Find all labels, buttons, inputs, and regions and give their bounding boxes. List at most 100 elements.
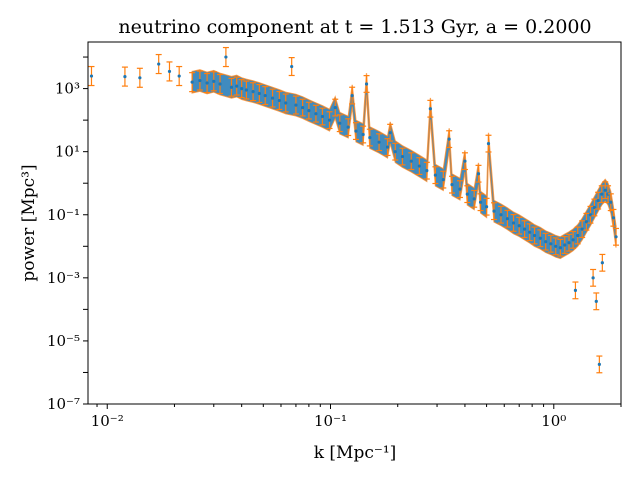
data-point [532, 233, 537, 238]
data-point [157, 62, 161, 66]
data-point [277, 98, 281, 103]
data-point [600, 261, 604, 265]
data-point [205, 81, 209, 85]
data-point [611, 216, 616, 220]
data-point [576, 233, 580, 238]
data-point [505, 217, 510, 221]
y-tick-label: 10¹ [55, 143, 80, 161]
data-point [603, 188, 607, 192]
data-point [257, 91, 261, 96]
data-point [409, 159, 413, 163]
data-point [609, 200, 613, 204]
dense-point-band [191, 69, 617, 260]
data-point [290, 64, 294, 69]
data-point [594, 299, 598, 303]
data-point [571, 238, 575, 242]
data-point [584, 220, 589, 224]
data-point [320, 114, 325, 119]
data-point [463, 159, 467, 163]
data-point [368, 135, 372, 140]
chart-title: neutrino component at t = 1.513 Gyr, a =… [118, 16, 591, 38]
data-point [458, 187, 462, 191]
data-point [450, 183, 454, 187]
y-axis-label: power [Mpc³] [19, 164, 39, 281]
data-point [528, 230, 532, 234]
x-tick-label: 10⁻² [91, 412, 124, 430]
data-points-layer [88, 46, 620, 374]
y-tick-label: 10⁻⁷ [47, 395, 80, 413]
data-point [486, 142, 491, 146]
data-point [597, 362, 601, 367]
data-point [596, 199, 600, 203]
data-point [393, 150, 397, 154]
x-axis-label: k [Mpc⁻¹] [314, 443, 397, 463]
data-point [198, 78, 202, 83]
data-point [433, 173, 438, 177]
data-point [554, 244, 558, 248]
data-point [177, 74, 181, 78]
x-axis-ticks: 10⁻² 10⁻¹ 10⁰ [91, 404, 622, 430]
y-tick-label: 10⁻¹ [47, 206, 80, 224]
data-point [314, 112, 318, 116]
dense-band-layer [191, 69, 617, 260]
data-point [301, 105, 305, 110]
data-point [190, 80, 194, 84]
data-point [499, 213, 503, 217]
data-point [591, 276, 595, 280]
data-point [472, 197, 476, 201]
data-point [385, 145, 390, 149]
data-point [600, 192, 604, 196]
data-point [567, 241, 571, 245]
y-tick-label: 10⁻⁵ [47, 332, 80, 350]
data-point [123, 74, 127, 79]
data-point [441, 178, 445, 182]
data-point [428, 107, 432, 111]
data-point [218, 82, 222, 86]
data-point [417, 164, 421, 168]
data-point [327, 118, 332, 122]
data-point [212, 79, 216, 83]
data-point [244, 88, 248, 92]
data-point [544, 240, 548, 244]
y-tick-label: 10³ [55, 80, 80, 98]
data-point [388, 131, 392, 135]
data-point [364, 82, 369, 86]
data-point [251, 90, 255, 94]
data-point [478, 200, 483, 204]
data-point [588, 213, 593, 217]
data-point [361, 132, 365, 137]
data-point [573, 288, 578, 292]
data-point [465, 192, 469, 196]
data-point [517, 224, 521, 228]
data-point [270, 96, 275, 100]
data-point [476, 172, 481, 176]
data-point [580, 227, 584, 231]
data-point [400, 154, 405, 159]
data-point [538, 236, 542, 240]
data-point [549, 242, 553, 246]
data-point [229, 85, 234, 89]
data-point [377, 140, 381, 144]
data-point [167, 69, 172, 74]
plot-frame [87, 41, 622, 405]
data-point [338, 121, 342, 125]
data-point [346, 125, 350, 129]
data-point [263, 93, 267, 98]
y-axis-ticks: 10⁻⁷ 10⁻⁵ 10⁻³ 10⁻¹ 10¹ 10³ [47, 56, 88, 413]
data-point [240, 86, 244, 91]
data-point [425, 169, 429, 173]
data-point [484, 205, 489, 209]
data-point [522, 227, 527, 231]
data-point [333, 105, 337, 110]
data-point [614, 235, 618, 239]
data-point [89, 74, 94, 78]
data-point [511, 221, 516, 225]
data-point [224, 55, 228, 59]
data-point [492, 209, 496, 213]
data-point [284, 101, 288, 105]
data-point [138, 76, 142, 80]
data-point [354, 129, 358, 133]
data-point [447, 137, 451, 141]
x-tick-label: 10⁰ [541, 412, 566, 430]
